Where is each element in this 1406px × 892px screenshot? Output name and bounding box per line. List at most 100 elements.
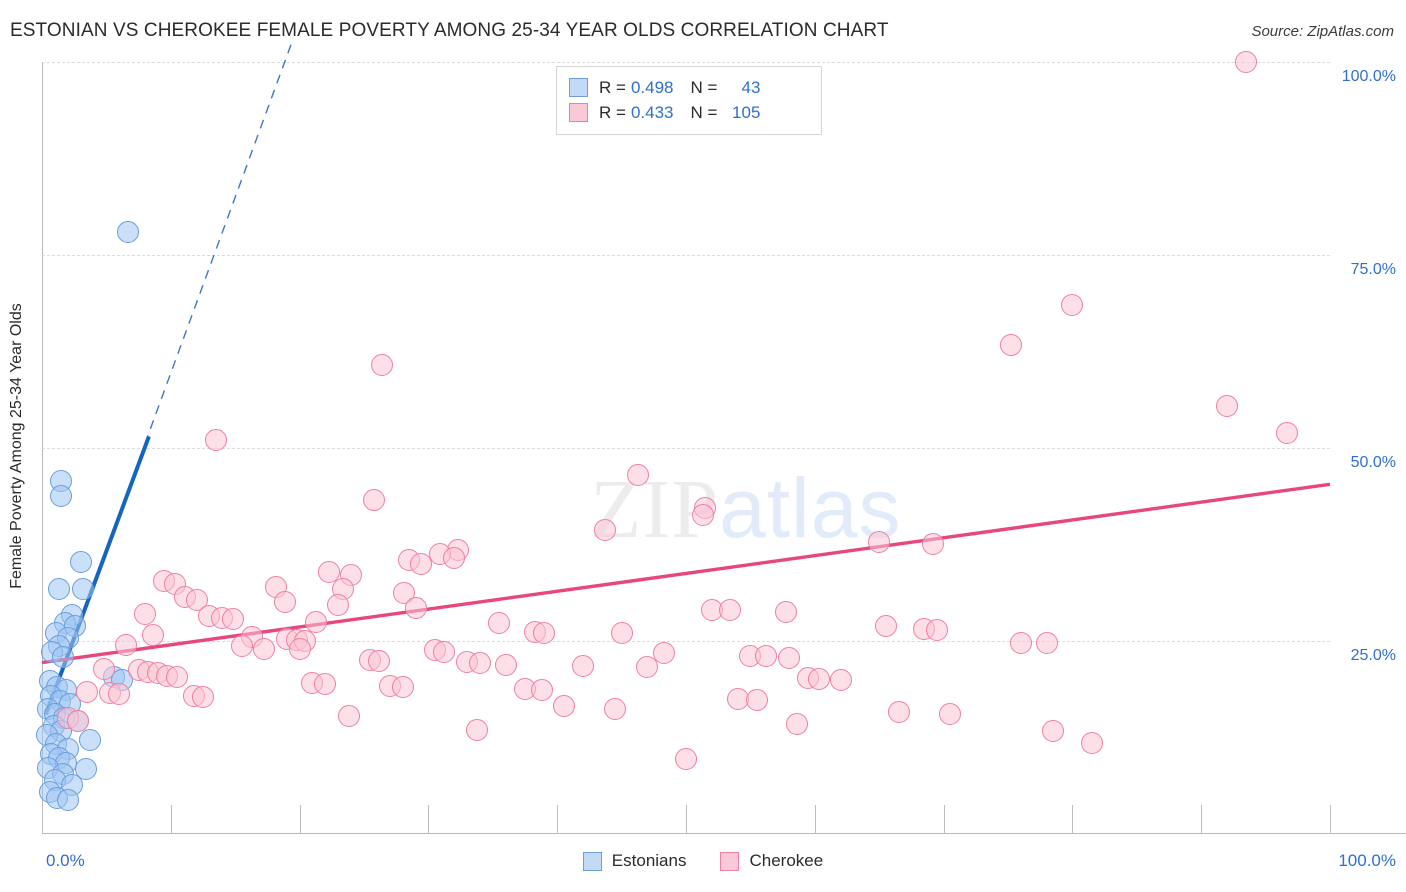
y-tick-label-750: 75.0% — [1350, 261, 1396, 278]
x-axis-label-max: 100.0% — [1338, 851, 1396, 870]
trend-line-estonians — [43, 435, 151, 716]
scatter-point-pink[interactable] — [775, 600, 798, 623]
scatter-point-pink[interactable] — [432, 640, 455, 663]
scatter-point-pink[interactable] — [533, 622, 556, 645]
scatter-point-blue[interactable] — [51, 646, 74, 669]
legend-item-cherokee[interactable]: Cherokee — [720, 851, 823, 871]
scatter-point-pink[interactable] — [745, 689, 768, 712]
scatter-point-pink[interactable] — [134, 602, 157, 625]
scatter-point-pink[interactable] — [627, 464, 650, 487]
scatter-point-pink[interactable] — [314, 673, 337, 696]
scatter-point-pink[interactable] — [887, 701, 910, 724]
scatter-point-pink[interactable] — [778, 646, 801, 669]
scatter-point-pink[interactable] — [221, 608, 244, 631]
stats-row-cherokee: R = 0.433 N = 105 — [569, 100, 809, 125]
scatter-point-pink[interactable] — [114, 633, 137, 656]
stats-row-estonians: R = 0.498 N = 43 — [569, 75, 809, 100]
scatter-point-pink[interactable] — [1009, 631, 1032, 654]
y-axis-title: Female Poverty Among 25-34 Year Olds — [0, 0, 34, 892]
scatter-point-pink[interactable] — [391, 676, 414, 699]
scatter-point-pink[interactable] — [92, 657, 115, 680]
scatter-point-pink[interactable] — [404, 596, 427, 619]
scatter-point-pink[interactable] — [494, 653, 517, 676]
scatter-point-pink[interactable] — [192, 686, 214, 709]
scatter-point-pink[interactable] — [999, 333, 1022, 356]
n-value-estonians: 43 — [741, 77, 761, 97]
series-swatch-cherokee-icon — [569, 103, 588, 122]
scatter-point-pink[interactable] — [1215, 394, 1238, 417]
scatter-point-pink[interactable] — [443, 546, 466, 569]
scatter-point-pink[interactable] — [327, 594, 350, 617]
scatter-point-pink[interactable] — [67, 709, 90, 732]
scatter-point-blue[interactable] — [50, 484, 73, 507]
scatter-point-pink[interactable] — [368, 650, 391, 673]
scatter-point-pink[interactable] — [610, 622, 633, 645]
scatter-point-pink[interactable] — [530, 679, 553, 702]
scatter-point-pink[interactable] — [409, 552, 432, 575]
legend-swatch-cherokee-icon — [720, 851, 740, 871]
scatter-point-pink[interactable] — [1061, 294, 1084, 317]
gridline-250 — [42, 641, 1330, 642]
scatter-point-pink[interactable] — [76, 680, 99, 703]
scatter-point-pink[interactable] — [230, 635, 253, 658]
scatter-point-pink[interactable] — [653, 642, 676, 665]
scatter-point-pink[interactable] — [718, 599, 741, 622]
scatter-point-pink[interactable] — [939, 703, 962, 726]
scatter-point-pink[interactable] — [185, 589, 208, 612]
scatter-point-pink[interactable] — [593, 518, 616, 541]
x-tick-50 — [686, 805, 687, 833]
scatter-point-blue[interactable] — [117, 220, 140, 243]
scatter-point-pink[interactable] — [468, 652, 491, 675]
scatter-point-pink[interactable] — [552, 694, 575, 717]
scatter-point-pink[interactable] — [488, 612, 511, 635]
scatter-point-pink[interactable] — [807, 667, 830, 690]
scatter-point-pink[interactable] — [1042, 719, 1065, 742]
scatter-point-pink[interactable] — [922, 532, 945, 555]
scatter-point-pink[interactable] — [754, 645, 777, 668]
scatter-point-blue[interactable] — [47, 577, 70, 600]
scatter-point-pink[interactable] — [829, 669, 852, 692]
scatter-point-pink[interactable] — [1276, 421, 1299, 444]
scatter-point-pink[interactable] — [691, 504, 714, 527]
scatter-point-blue[interactable] — [72, 577, 95, 600]
scatter-point-pink[interactable] — [868, 531, 891, 554]
scatter-point-pink[interactable] — [166, 666, 189, 689]
scatter-point-pink[interactable] — [204, 429, 227, 452]
scatter-point-pink[interactable] — [874, 614, 897, 637]
scatter-point-blue[interactable] — [78, 728, 101, 751]
scatter-point-pink[interactable] — [318, 560, 341, 583]
scatter-point-pink[interactable] — [363, 489, 386, 512]
r-value-estonians: 0.498 — [630, 77, 674, 97]
scatter-point-pink[interactable] — [675, 748, 697, 771]
plot-area: ZIPatlas — [36, 38, 1331, 834]
r-value-cherokee: 0.433 — [630, 102, 674, 122]
scatter-point-pink[interactable] — [926, 619, 949, 642]
legend-swatch-estonians-icon — [582, 851, 602, 871]
scatter-point-pink[interactable] — [108, 683, 131, 706]
scatter-point-pink[interactable] — [288, 637, 311, 660]
scatter-point-pink[interactable] — [371, 353, 394, 376]
scatter-point-pink[interactable] — [1080, 731, 1103, 754]
scatter-point-pink[interactable] — [1035, 631, 1058, 654]
scatter-point-pink[interactable] — [571, 654, 594, 677]
y-tick-label-1000: 100.0% — [1341, 68, 1396, 85]
gridline-1000 — [42, 62, 1330, 63]
scatter-point-pink[interactable] — [1235, 51, 1258, 73]
scatter-point-blue[interactable] — [74, 758, 97, 781]
scatter-point-blue[interactable] — [56, 789, 79, 812]
r-key-estonians: R = — [599, 77, 626, 97]
scatter-point-pink[interactable] — [636, 656, 659, 679]
legend-item-estonians[interactable]: Estonians — [582, 851, 686, 871]
scatter-point-pink[interactable] — [337, 704, 360, 727]
scatter-point-pink[interactable] — [305, 610, 328, 633]
scatter-point-pink[interactable] — [466, 718, 489, 741]
y-axis-title-text: Female Poverty Among 25-34 Year Olds — [8, 303, 25, 589]
scatter-point-pink[interactable] — [274, 591, 297, 614]
x-tick-70 — [943, 805, 945, 833]
scatter-point-pink[interactable] — [252, 637, 275, 660]
scatter-point-blue[interactable] — [69, 551, 92, 574]
n-key-estonians: N = — [690, 77, 718, 97]
scatter-point-pink[interactable] — [604, 697, 627, 720]
scatter-point-pink[interactable] — [141, 623, 164, 646]
scatter-point-pink[interactable] — [785, 712, 808, 735]
